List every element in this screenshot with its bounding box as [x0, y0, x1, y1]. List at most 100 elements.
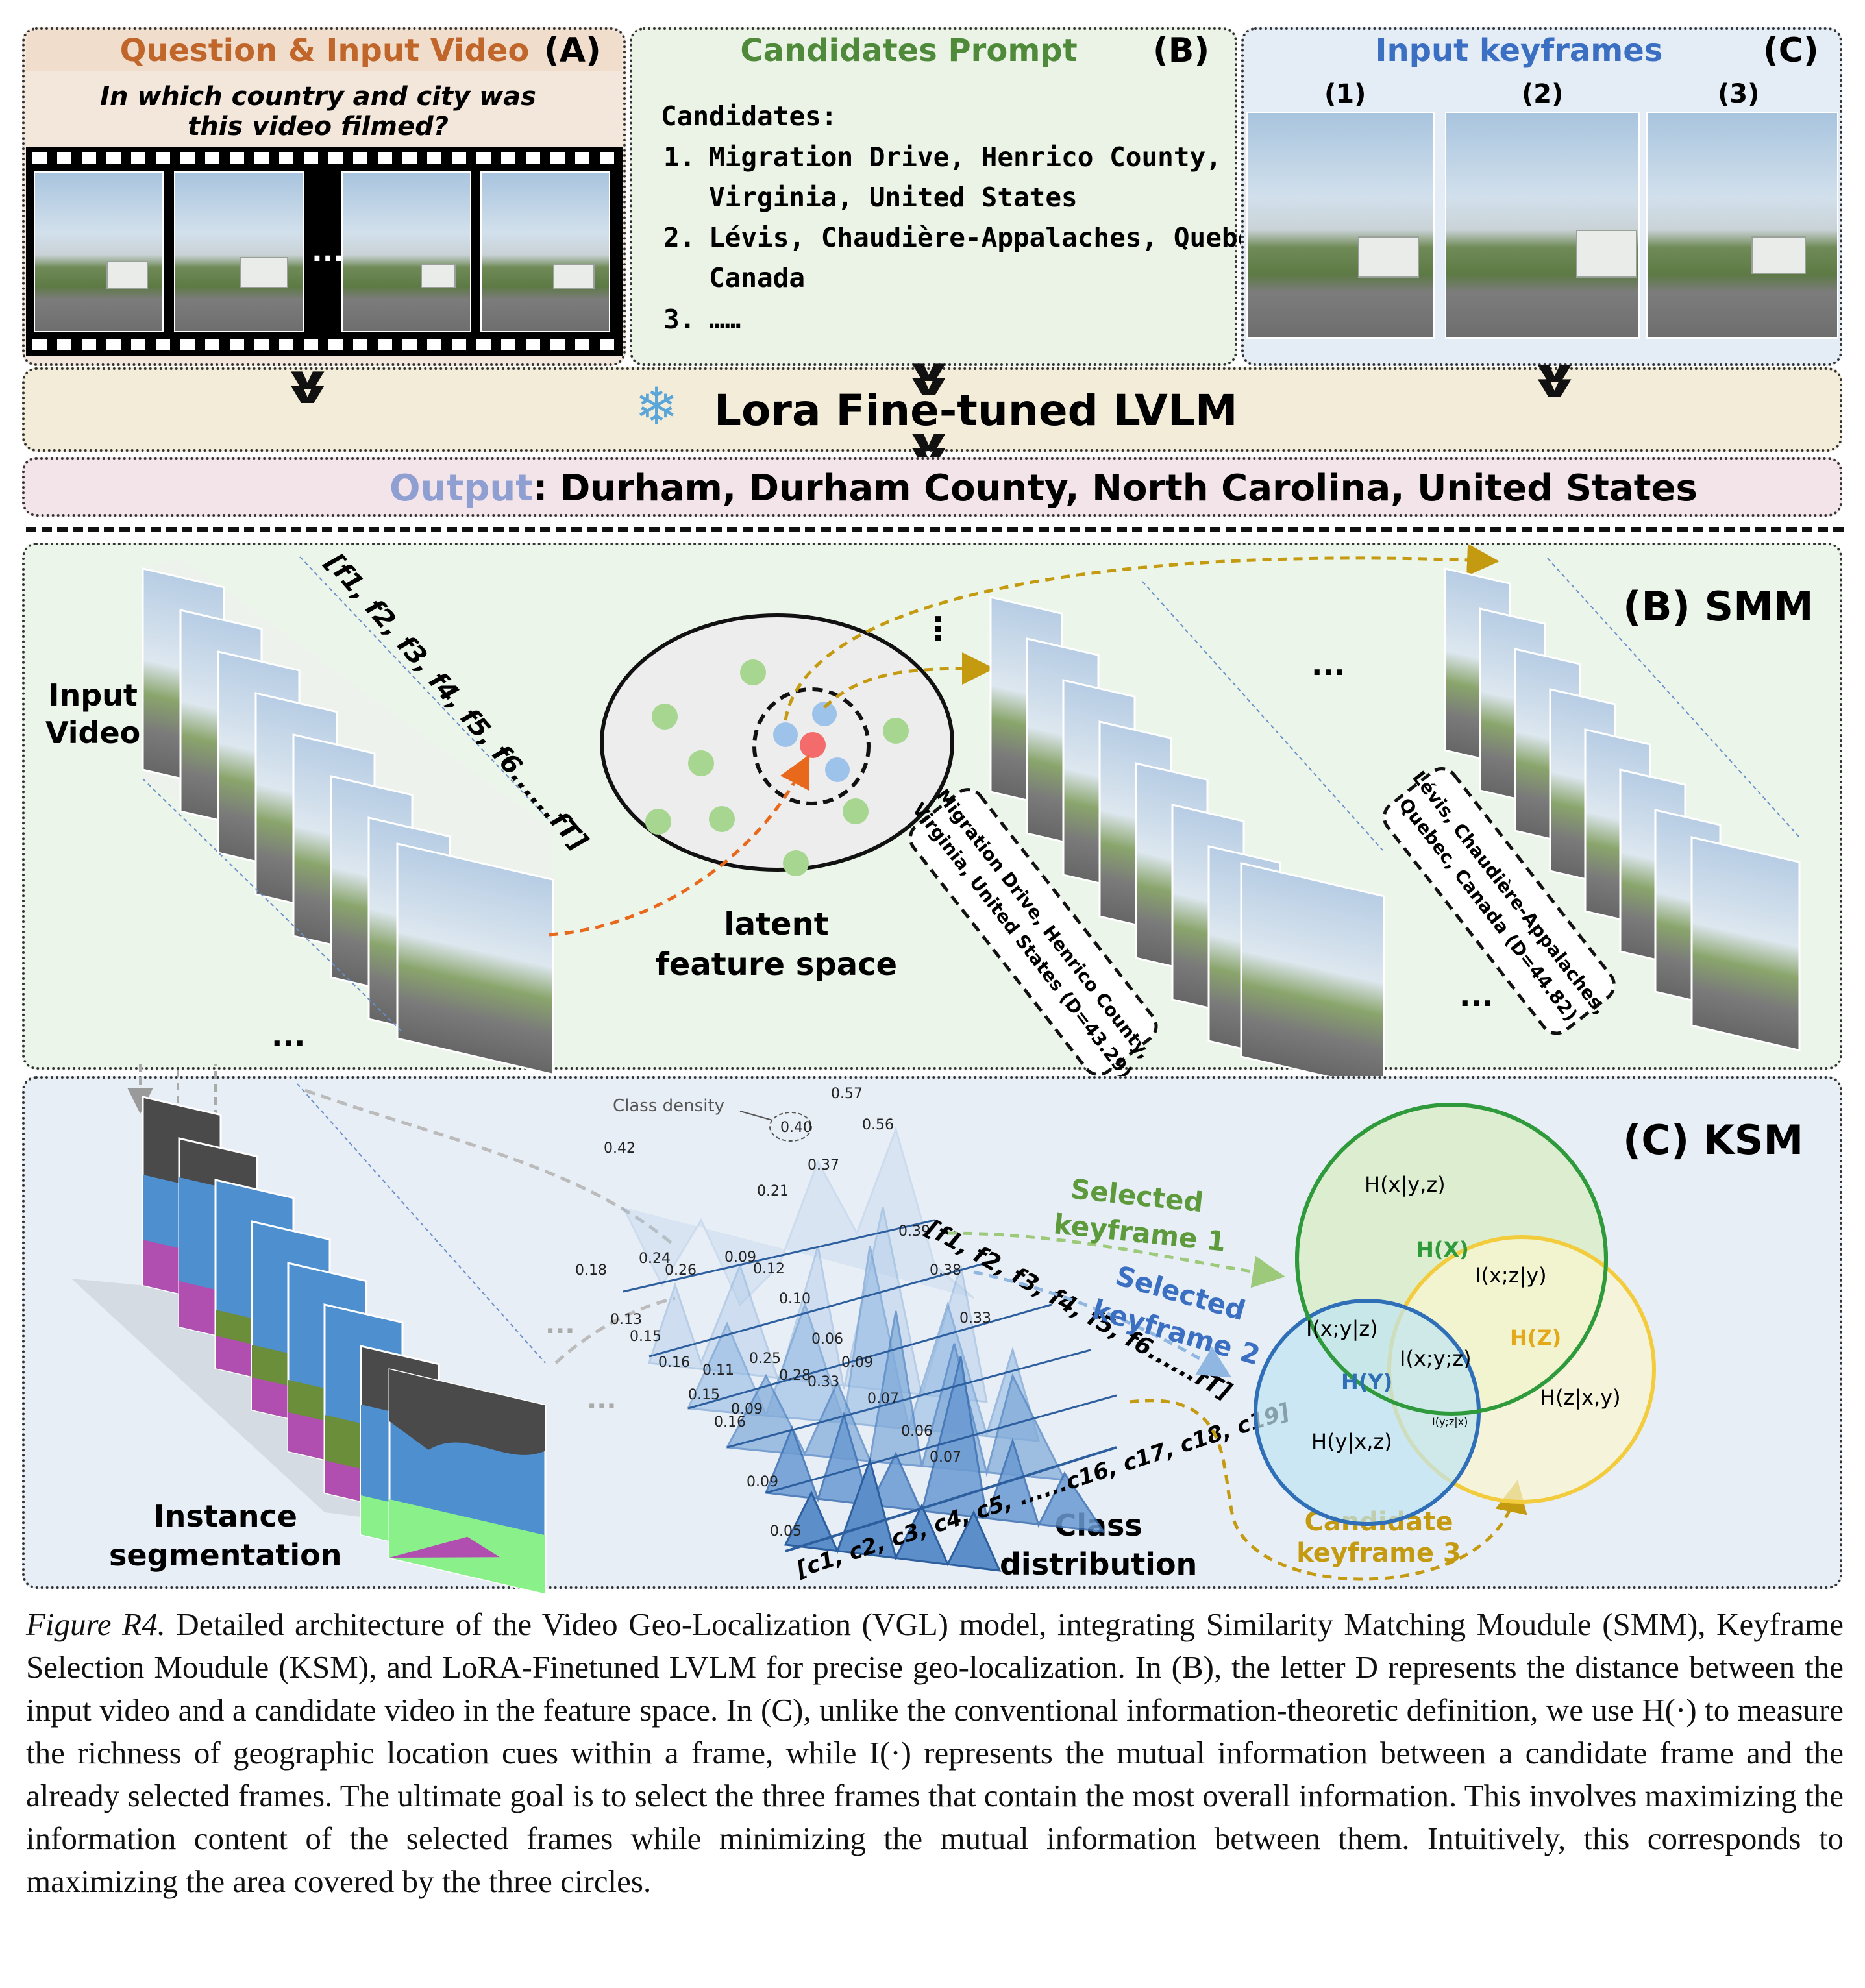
- smm-tag: (B) SMM: [1623, 583, 1814, 630]
- dist-value: 0.09: [724, 1249, 756, 1266]
- segmentation-stack: [71, 1083, 547, 1595]
- dist-value: 0.13: [610, 1312, 642, 1328]
- latent-label-2: feature space: [656, 946, 897, 983]
- dist-value: 0.25: [749, 1351, 781, 1367]
- arrow-to-candidate-2: [784, 543, 1500, 721]
- ksm-diagram: ... ... Class densit: [71, 1064, 1656, 1595]
- dist-value: 0.09: [731, 1401, 763, 1417]
- venn-h-Y: H(Y): [1341, 1369, 1392, 1394]
- input-video-label: Input Video: [45, 676, 140, 752]
- panel-c-tag: (C): [1763, 31, 1819, 70]
- panel-a-tag: (A): [544, 31, 601, 70]
- dist-value: 0.33: [808, 1374, 839, 1390]
- keyframe-label-1: (1): [1324, 79, 1366, 109]
- dist-value: 0.12: [753, 1261, 785, 1277]
- venn-h-y-given-xz: H(y|x,z): [1311, 1429, 1392, 1454]
- ksm-ellipsis: ...: [587, 1385, 617, 1415]
- dist-value: 0.06: [811, 1331, 843, 1347]
- dist-value: 0.18: [575, 1262, 607, 1279]
- venn-h-x-given-yz: H(x|y,z): [1365, 1172, 1446, 1197]
- arrow-candidate-keyframe-3: [1129, 1399, 1527, 1581]
- keyframe-image-2: [1445, 112, 1640, 339]
- candidate-1-num: 1.: [663, 141, 696, 173]
- film-sprockets-bottom: [32, 339, 617, 350]
- output-value: : Durham, Durham County, North Carolina,…: [532, 467, 1698, 509]
- dist-value: 0.39: [898, 1223, 930, 1240]
- lvlm-label: Lora Fine-tuned LVLM: [714, 386, 1238, 436]
- class-density-bubble: [769, 1112, 812, 1142]
- candidate-3-num: 3.: [663, 304, 696, 335]
- keyframe-label-2: (2): [1522, 79, 1564, 109]
- film-ellipsis: ...: [312, 235, 345, 268]
- arrow-selected-keyframe-2: [973, 1270, 1232, 1378]
- panel-candidates-prompt: [630, 27, 1237, 366]
- query-point: [800, 732, 826, 758]
- candidate-1-line-2: Virginia, United States: [709, 182, 1078, 213]
- keyframe-image-1: [1246, 112, 1435, 339]
- latent-neighborhood-circle: [752, 687, 871, 805]
- class-distribution-label-2: distribution: [1000, 1547, 1198, 1582]
- ksm-ellipsis: ...: [545, 1310, 575, 1340]
- smm-vertical-ellipsis: ⋮: [922, 610, 954, 648]
- venn-h-z-given-xy: H(z|x,y): [1540, 1385, 1621, 1410]
- dist-value: 0.38: [930, 1262, 961, 1279]
- neighbor-point: [825, 757, 850, 782]
- dist-value: 0.11: [702, 1362, 734, 1379]
- keyframe-label-3: (3): [1718, 79, 1760, 109]
- venn-i-xyz: I(x;y;z): [1400, 1346, 1472, 1371]
- dist-layer: [784, 1456, 1002, 1572]
- dist-value: 0.07: [867, 1391, 899, 1407]
- film-frame-2: [174, 171, 304, 332]
- dist-value: 0.40: [780, 1120, 812, 1136]
- candidate-2-line-1: Lévis, Chaudière-Appalaches, Quebec,: [709, 222, 1286, 253]
- neighbor-point: [812, 702, 837, 726]
- dist-value: 0.16: [714, 1414, 746, 1430]
- smm-diagram: Migration Drive, Henrico County, Virgini…: [142, 543, 1801, 1077]
- dist-value: 0.24: [639, 1251, 671, 1267]
- dist-value: 0.09: [747, 1474, 778, 1490]
- film-frame-3: [341, 171, 471, 332]
- dist-value: 0.56: [862, 1117, 894, 1133]
- segmentation-frame: [388, 1368, 547, 1595]
- venn-i-yz-given-x: I(y;z|x): [1432, 1416, 1468, 1428]
- ksm-tag: (C) KSM: [1623, 1116, 1804, 1164]
- dist-value: 0.05: [770, 1523, 802, 1540]
- dist-value: 0.21: [757, 1183, 789, 1199]
- panel-a-header-band: [26, 30, 622, 71]
- figure-caption: Figure R4. Detailed architecture of the …: [26, 1603, 1844, 1903]
- question-line-2: this video filmed?: [188, 112, 449, 141]
- panel-a-title: Question & Input Video: [119, 32, 530, 69]
- latent-points: [645, 659, 909, 876]
- input-video-label-2: Video: [45, 715, 141, 750]
- question-line-1: In which country and city was: [100, 82, 536, 112]
- dist-value: 0.26: [665, 1262, 697, 1279]
- candidate-keyframe-3-label-2: keyframe 3: [1296, 1538, 1461, 1568]
- candidate-3-line-1: ……: [709, 304, 741, 335]
- candidates-heading: Candidates:: [661, 101, 837, 132]
- dist-value: 0.10: [779, 1291, 811, 1307]
- film-strip: ...: [26, 147, 623, 356]
- input-video-stack: [142, 556, 554, 1076]
- venn-diagram: H(x|y,z) H(X) I(x;z|y) I(x;y|z) H(Z) I(x…: [1254, 1103, 1656, 1526]
- segmentation-label-2: segmentation: [109, 1538, 342, 1573]
- caption-text: Detailed architecture of the Video Geo-L…: [26, 1606, 1844, 1899]
- smm-ellipsis: ...: [271, 1018, 305, 1053]
- lvlm-bar: [22, 367, 1842, 452]
- output-bar: [22, 457, 1842, 517]
- class-axis: [785, 1446, 1117, 1552]
- output-prefix: Output: [389, 467, 533, 509]
- dist-value: 0.07: [930, 1449, 961, 1466]
- venn-i-xz-given-y: I(x;z|y): [1475, 1263, 1547, 1288]
- venn-i-xy-given-z: I(x;y|z): [1306, 1316, 1378, 1341]
- venn-h-X: H(X): [1416, 1237, 1469, 1262]
- venn-h-Z: H(Z): [1510, 1325, 1561, 1350]
- figure-number: Figure R4.: [26, 1606, 166, 1642]
- panel-b-title: Candidates Prompt: [740, 32, 1078, 69]
- dist-value: 0.57: [831, 1086, 863, 1102]
- panel-b-tag: (B): [1153, 31, 1210, 70]
- film-frame-1: [34, 171, 164, 332]
- question-text: In which country and city was this video…: [65, 82, 571, 141]
- dist-value: 0.16: [658, 1355, 690, 1371]
- candidate-1-line-1: Migration Drive, Henrico County,: [709, 141, 1222, 173]
- video-frame: [396, 842, 554, 1076]
